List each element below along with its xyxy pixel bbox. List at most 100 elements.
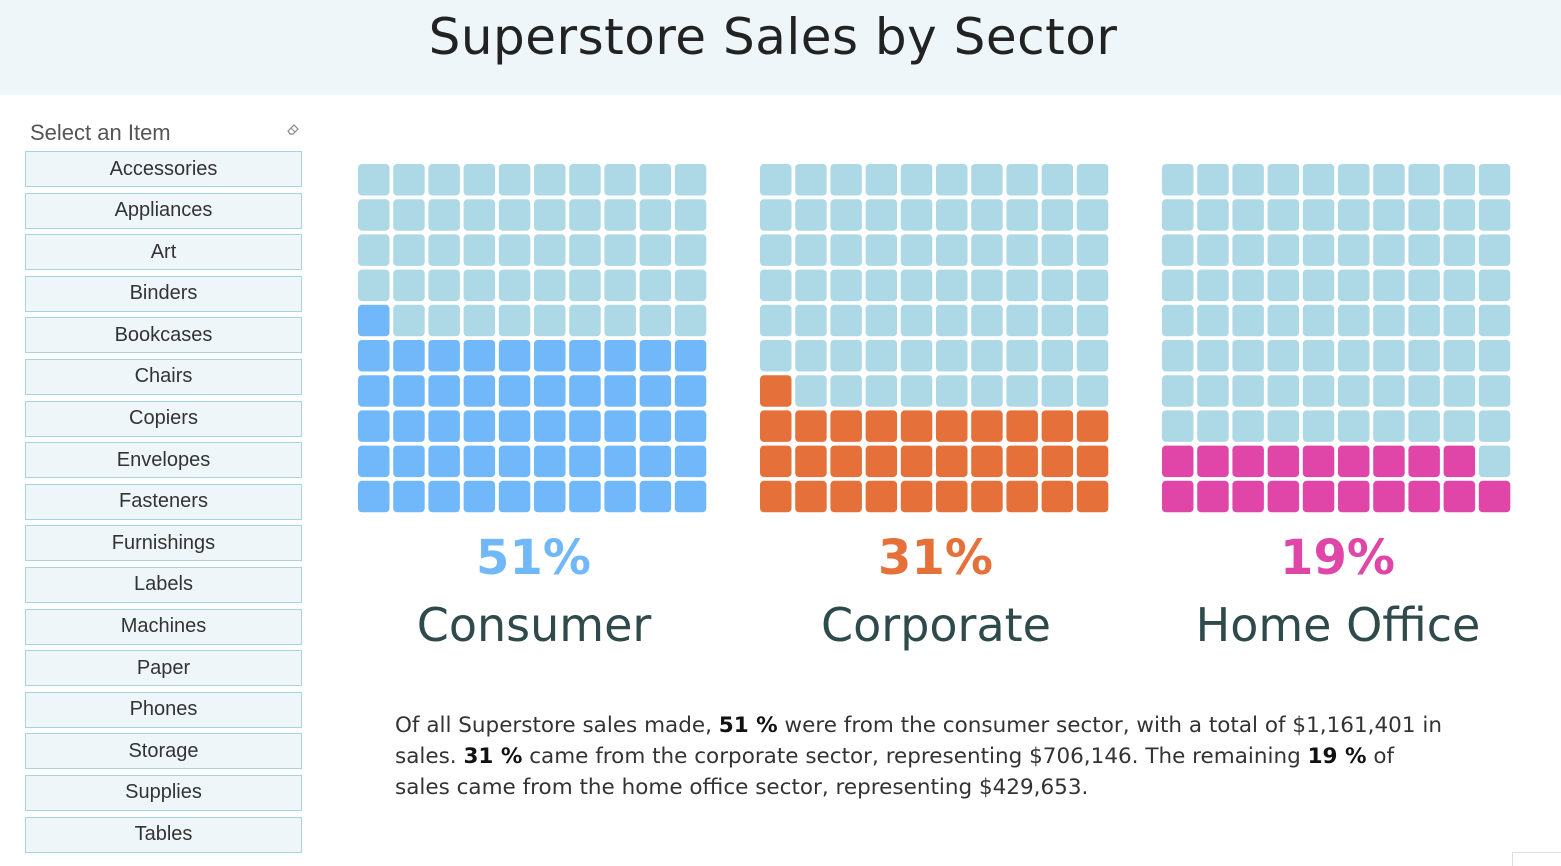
- waffle-cell-empty: [1076, 375, 1109, 407]
- waffle-cell-empty: [1162, 269, 1194, 302]
- waffle-cell-empty: [760, 234, 792, 266]
- waffle-cell-empty: [1373, 234, 1405, 266]
- waffle-cell-filled: [604, 410, 636, 442]
- waffle-cell-empty: [1443, 164, 1476, 196]
- waffle-cell-empty: [1006, 164, 1038, 196]
- waffle-cell-empty: [936, 234, 968, 266]
- waffle-cell-empty: [1478, 445, 1511, 478]
- waffle-cell-empty: [1338, 269, 1370, 302]
- waffle-cell-empty: [1006, 269, 1038, 302]
- waffle-cell-empty: [1076, 269, 1109, 302]
- waffle-cell-filled: [971, 445, 1003, 478]
- waffle-cell-filled: [795, 445, 827, 478]
- waffle-cell-empty: [1197, 410, 1229, 442]
- waffle-cell-empty: [1338, 199, 1370, 231]
- waffle-cell-empty: [936, 199, 968, 231]
- filter-item-storage[interactable]: Storage: [25, 733, 302, 770]
- filter-item-envelopes[interactable]: Envelopes: [25, 442, 302, 479]
- waffle-cell-empty: [900, 199, 933, 231]
- summary-text-part: came from the corporate sector, represen…: [522, 744, 1308, 769]
- waffle-cell-empty: [1302, 410, 1335, 442]
- waffle-cell-empty: [1408, 269, 1440, 302]
- waffle-cell-empty: [1232, 340, 1264, 372]
- waffle-cell-empty: [971, 375, 1003, 407]
- waffle-cell-filled: [936, 410, 968, 442]
- waffle-cell-empty: [639, 164, 672, 196]
- waffle-cell-filled: [463, 340, 496, 372]
- waffle-cell-empty: [1197, 234, 1229, 266]
- waffle-cell-empty: [1338, 375, 1370, 407]
- waffle-cell-filled: [428, 340, 460, 372]
- waffle-cell-empty: [1006, 304, 1038, 337]
- waffle-cell-filled: [463, 480, 496, 513]
- filter-item-labels[interactable]: Labels: [25, 566, 302, 603]
- waffle-cell-empty: [639, 234, 672, 266]
- waffle-cell-empty: [604, 199, 636, 231]
- waffle-cell-filled: [428, 410, 460, 442]
- corporate-label: Corporate: [821, 598, 1051, 652]
- waffle-cell-empty: [971, 304, 1003, 337]
- waffle-cell-empty: [1408, 199, 1440, 231]
- waffle-cell-empty: [900, 340, 933, 372]
- filter-item-bookcases[interactable]: Bookcases: [25, 317, 302, 354]
- filter-item-paper[interactable]: Paper: [25, 650, 302, 687]
- waffle-cell-filled: [534, 480, 566, 513]
- waffle-cell-filled: [1232, 480, 1264, 513]
- waffle-cell-filled: [639, 410, 672, 442]
- waffle-cell-filled: [463, 410, 496, 442]
- filter-item-accessories[interactable]: Accessories: [25, 151, 302, 187]
- filter-item-appliances[interactable]: Appliances: [25, 192, 302, 229]
- waffle-cell-filled: [1302, 480, 1335, 513]
- filter-item-supplies[interactable]: Supplies: [25, 774, 302, 811]
- waffle-cell-empty: [393, 269, 425, 302]
- waffle-cell-empty: [900, 375, 933, 407]
- waffle-cell-filled: [604, 375, 636, 407]
- filter-item-chairs[interactable]: Chairs: [25, 358, 302, 395]
- waffle-cell-filled: [358, 480, 390, 513]
- waffle-cell-empty: [1373, 304, 1405, 337]
- waffle-cell-filled: [393, 410, 425, 442]
- corporate-percent: 31%: [878, 530, 993, 586]
- waffle-cell-filled: [971, 410, 1003, 442]
- corporate-waffle-chart: [760, 164, 1109, 513]
- waffle-cell-empty: [569, 304, 601, 337]
- filter-item-fasteners[interactable]: Fasteners: [25, 483, 302, 520]
- waffle-cell-filled: [1478, 480, 1511, 513]
- waffle-cell-filled: [569, 410, 601, 442]
- waffle-cell-filled: [760, 480, 792, 513]
- filter-item-furnishings[interactable]: Furnishings: [25, 525, 302, 562]
- waffle-cell-empty: [1302, 340, 1335, 372]
- waffle-cell-filled: [534, 340, 566, 372]
- waffle-cell-filled: [604, 340, 636, 372]
- filter-item-machines[interactable]: Machines: [25, 608, 302, 645]
- filter-title: Select an Item: [30, 120, 171, 145]
- summary-consumer-pct: 51 %: [718, 713, 778, 738]
- filter-item-tables[interactable]: Tables: [25, 816, 302, 853]
- filter-item-art[interactable]: Art: [25, 234, 302, 271]
- waffle-cell-empty: [1162, 304, 1194, 337]
- waffle-cell-empty: [569, 234, 601, 266]
- filter-item-binders[interactable]: Binders: [25, 275, 302, 312]
- waffle-cell-filled: [358, 410, 390, 442]
- waffle-cell-empty: [498, 269, 531, 302]
- waffle-cell-filled: [604, 445, 636, 478]
- waffle-cell-empty: [498, 199, 531, 231]
- waffle-cell-empty: [1443, 234, 1476, 266]
- filter-item-copiers[interactable]: Copiers: [25, 400, 302, 437]
- waffle-cell-empty: [795, 304, 827, 337]
- waffle-cell-filled: [463, 375, 496, 407]
- waffle-cell-empty: [1338, 340, 1370, 372]
- corner-resize-handle: [1512, 852, 1561, 866]
- waffle-cell-empty: [393, 199, 425, 231]
- waffle-cell-empty: [1267, 199, 1300, 231]
- waffle-cell-empty: [1408, 234, 1440, 266]
- waffle-cell-empty: [604, 234, 636, 266]
- waffle-cell-filled: [1373, 480, 1405, 513]
- filter-item-phones[interactable]: Phones: [25, 691, 302, 728]
- waffle-cell-empty: [569, 199, 601, 231]
- waffle-cell-filled: [428, 445, 460, 478]
- waffle-cell-empty: [428, 199, 460, 231]
- eraser-icon[interactable]: [286, 122, 300, 136]
- waffle-cell-filled: [936, 480, 968, 513]
- waffle-cell-filled: [936, 445, 968, 478]
